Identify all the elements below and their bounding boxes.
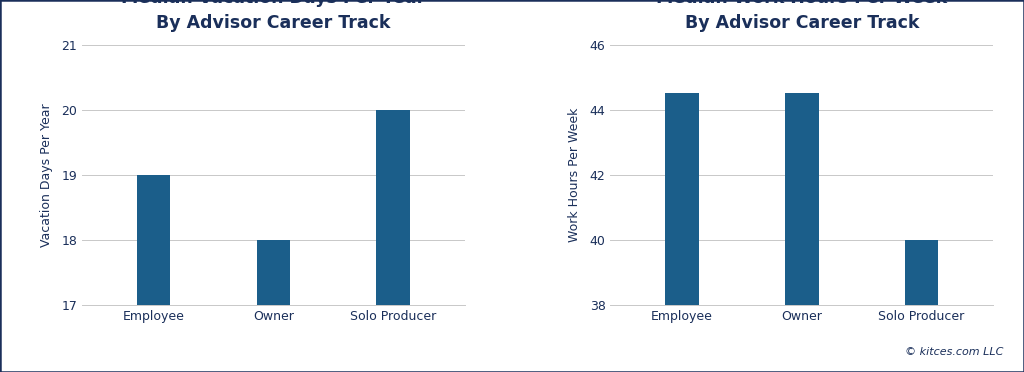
Bar — [905, 240, 938, 372]
Bar — [376, 110, 410, 372]
Bar — [257, 240, 290, 372]
Title: Median Vacation Days Per Year
By Advisor Career Track: Median Vacation Days Per Year By Advisor… — [121, 0, 426, 32]
Y-axis label: Work Hours Per Week: Work Hours Per Week — [568, 108, 582, 242]
Bar — [785, 93, 818, 372]
Bar — [666, 93, 699, 372]
Y-axis label: Vacation Days Per Year: Vacation Days Per Year — [40, 103, 53, 247]
Bar — [137, 175, 170, 372]
Title: Median Work Hours Per Week
By Advisor Career Track: Median Work Hours Per Week By Advisor Ca… — [656, 0, 947, 32]
Text: © kitces.com LLC: © kitces.com LLC — [905, 347, 1004, 357]
